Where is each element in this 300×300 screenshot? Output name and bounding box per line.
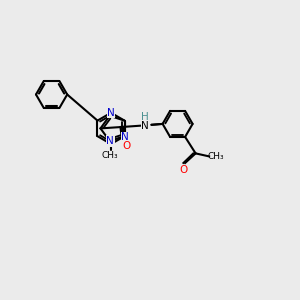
Text: N: N — [141, 121, 149, 131]
Text: H: H — [141, 112, 149, 122]
Text: N: N — [107, 108, 115, 118]
Text: O: O — [179, 165, 187, 175]
Text: CH₃: CH₃ — [101, 151, 118, 160]
Text: CH₃: CH₃ — [207, 152, 224, 161]
Text: N: N — [106, 136, 114, 146]
Text: O: O — [122, 141, 130, 152]
Text: N: N — [121, 132, 129, 142]
